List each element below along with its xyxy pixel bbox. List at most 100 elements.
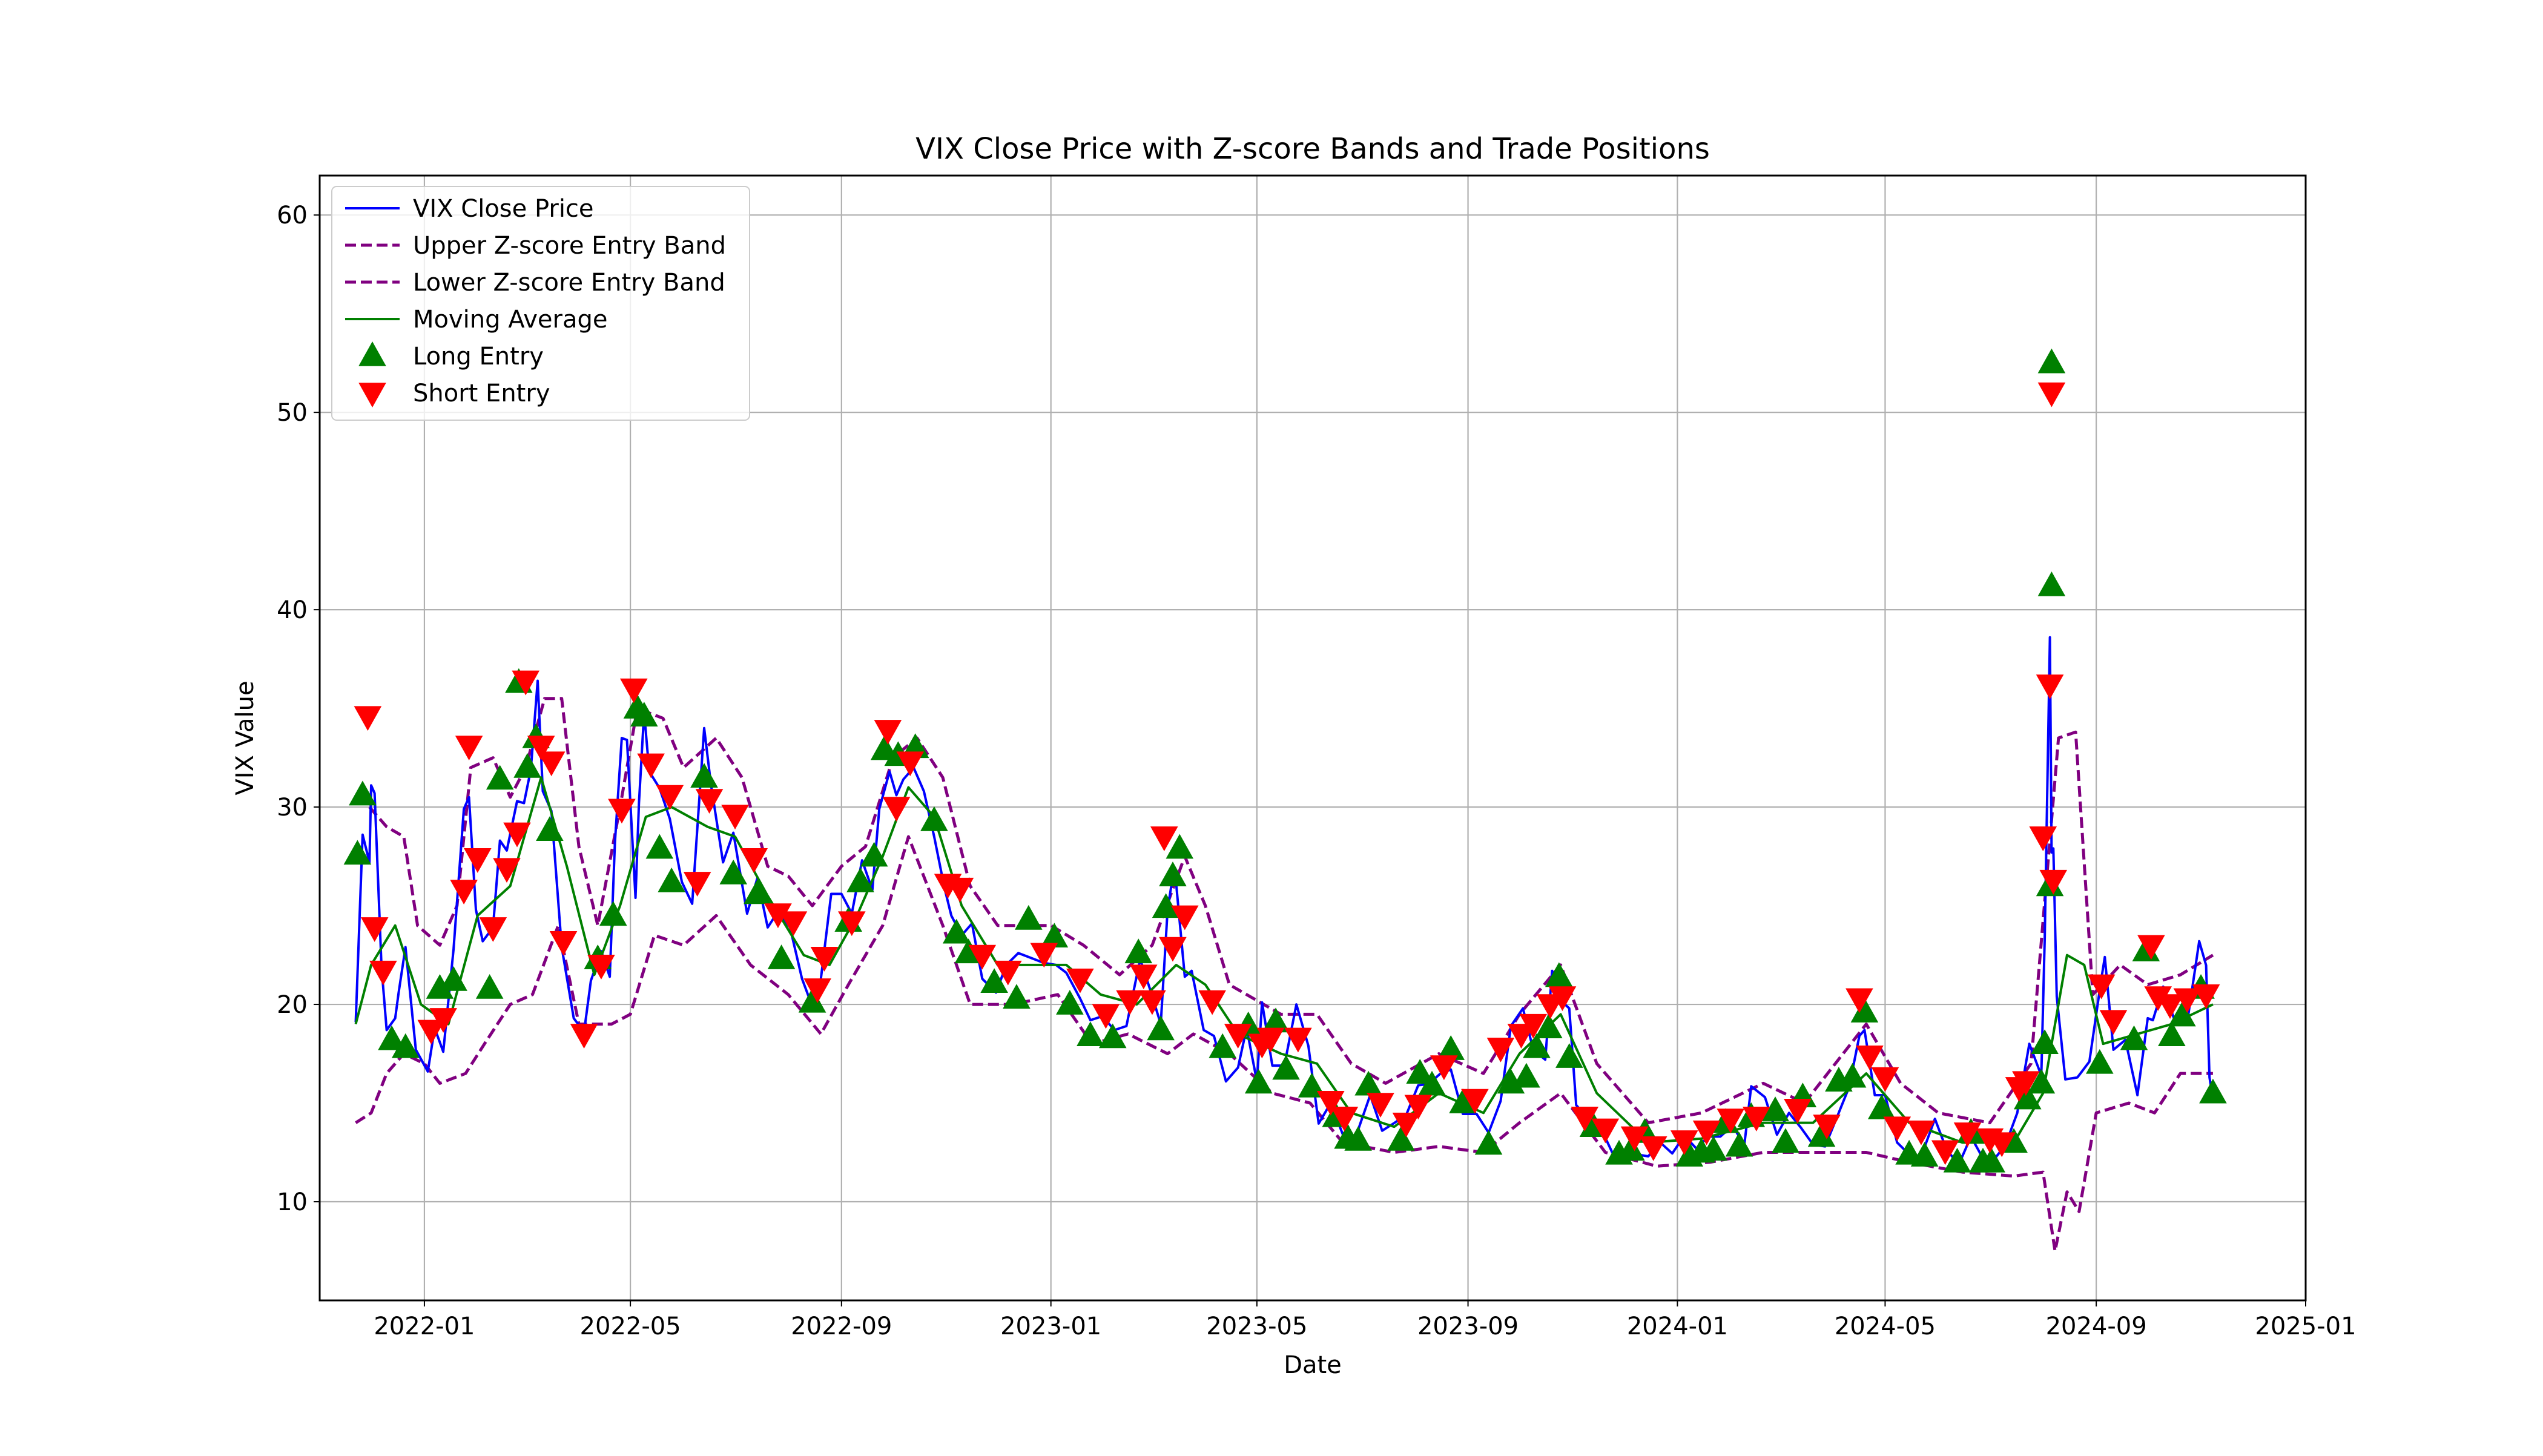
short-entry-marker [1330, 1107, 1359, 1132]
short-entry-marker [450, 880, 478, 904]
x-tick-label: 2023-09 [1417, 1313, 1519, 1340]
legend-item: Upper Z-score Entry Band [345, 232, 726, 260]
short-entry-marker [1392, 1112, 1420, 1138]
long-entry-marker [1166, 834, 1194, 859]
y-tick-label: 30 [277, 794, 308, 822]
short-entry-marker [570, 1024, 598, 1049]
short-entry-marker [1092, 1004, 1120, 1029]
long-entry-marker [980, 968, 1008, 993]
short-entry-marker [1620, 1126, 1649, 1151]
short-entry-marker [1507, 1024, 1535, 1049]
x-tick-label: 2022-01 [374, 1313, 475, 1340]
short-entry-marker [2137, 935, 2165, 960]
short-entry-marker [1284, 1027, 1312, 1053]
short-entry-marker [1030, 943, 1058, 968]
short-entry-marker [1845, 988, 1873, 1013]
short-entry-marker [810, 947, 839, 972]
short-entry-marker [2099, 1010, 2128, 1035]
long-entry-marker [1015, 904, 1043, 930]
legend-marker [358, 383, 386, 407]
long-entry-marker [1040, 923, 1069, 948]
long-entry-marker [1545, 962, 1573, 987]
short-entry-marker [1170, 905, 1199, 931]
short-entry-marker [1316, 1090, 1345, 1116]
long-entry-marker [1418, 1070, 1446, 1096]
short-entry-marker [512, 670, 539, 696]
long-entry-marker [2199, 1078, 2227, 1104]
short-entry-marker [1953, 1122, 1982, 1147]
legend-item: VIX Close Price [345, 195, 594, 223]
short-entry-marker [369, 960, 397, 986]
short-entry-marker [1519, 1013, 1548, 1039]
long-entry-marker [2013, 1084, 2042, 1110]
short-entry-marker [1159, 937, 1187, 962]
short-entry-marker [968, 944, 997, 970]
chart-title: VIX Close Price with Z-score Bands and T… [915, 132, 1710, 166]
long-entry-marker [1535, 1013, 1563, 1038]
legend-label: Moving Average [413, 306, 607, 334]
short-entry-marker [1150, 826, 1178, 851]
short-entry-marker [527, 736, 555, 761]
short-entry-marker [1367, 1093, 1394, 1118]
long-entry-marker [391, 1033, 420, 1058]
legend-label: Short Entry [413, 380, 550, 407]
short-entry-marker [1256, 1027, 1285, 1053]
short-entry-marker [1813, 1115, 1841, 1139]
short-entry-marker [1066, 968, 1094, 993]
long-entry-marker [1387, 1125, 1415, 1151]
long-entry-marker [1272, 1055, 1300, 1080]
long-entry-marker [2168, 1001, 2196, 1027]
long-entry-marker [2037, 572, 2066, 596]
short-entry-marker [608, 799, 636, 824]
long-entry-marker [1700, 1136, 1727, 1161]
long-entry-marker [1512, 1062, 1540, 1088]
long-entry-marker [2027, 1069, 2056, 1094]
legend-marker [358, 341, 386, 366]
long-entry-marker [1056, 990, 1084, 1015]
short-entry-marker [1116, 990, 1144, 1015]
short-entry-marker [1404, 1095, 1433, 1120]
short-entry-marker [874, 720, 902, 745]
long-entry-marker [1772, 1128, 1799, 1153]
legend-label: VIX Close Price [413, 195, 594, 223]
long-entry-marker [658, 867, 685, 892]
long-entry-marker [1761, 1096, 1789, 1121]
long-entry-marker [2031, 1029, 2059, 1055]
short-entry-marker [464, 848, 492, 873]
short-entry-marker [1461, 1089, 1489, 1114]
long-entry-marker [1098, 1023, 1127, 1049]
short-entry-marker [2037, 382, 2066, 407]
long-entry-marker [1437, 1035, 1465, 1060]
x-tick-label: 2025-01 [2255, 1313, 2356, 1340]
x-tick-label: 2024-01 [1627, 1313, 1728, 1340]
short-entry-marker [493, 858, 521, 883]
long-entry-marker [1807, 1122, 1836, 1147]
legend-label: Upper Z-score Entry Band [413, 232, 726, 260]
short-entry-marker [946, 877, 974, 903]
legend-item: Long Entry [358, 341, 544, 371]
long-entry-marker [1262, 1007, 1290, 1033]
marker-layer [343, 348, 2227, 1173]
long-entry-marker [1244, 1069, 1273, 1094]
series-upper-z-score-entry-band [368, 697, 2214, 1125]
long-entry-marker [1617, 1136, 1645, 1161]
long-entry-marker [1077, 1021, 1104, 1047]
short-entry-marker [1856, 1046, 1884, 1070]
legend-item: Short Entry [358, 380, 550, 407]
short-entry-marker [619, 678, 648, 703]
short-entry-marker [882, 797, 911, 822]
short-entry-marker [803, 978, 831, 1003]
legend-box [331, 186, 750, 421]
long-entry-marker [1523, 1033, 1551, 1058]
long-entry-marker [2158, 1021, 2186, 1047]
short-entry-marker [360, 917, 389, 942]
long-entry-marker [2120, 1025, 2148, 1050]
axis-ticks: 2022-01 2022-05 2022-09 2023-01 2023-05 2023-… [277, 202, 2356, 1340]
short-entry-marker [1743, 1107, 1770, 1132]
long-entry-marker [1449, 1089, 1477, 1113]
x-tick-label: 2022-05 [580, 1313, 681, 1340]
short-entry-marker [838, 911, 866, 937]
long-entry-marker [1867, 1094, 1896, 1119]
series-lower-z-score-entry-band [355, 835, 2213, 1253]
